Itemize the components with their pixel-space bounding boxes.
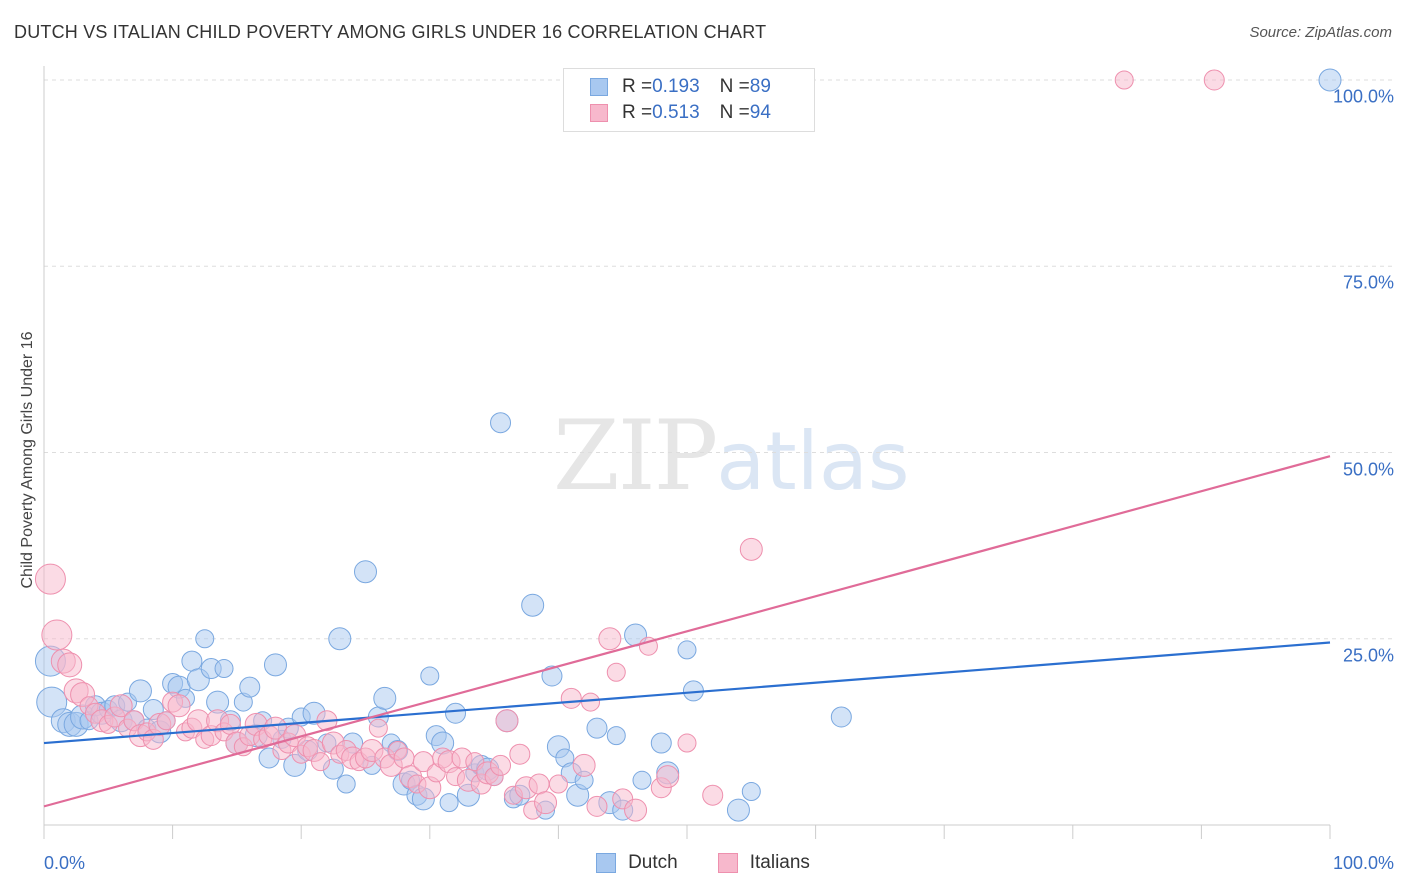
gridlines bbox=[44, 79, 1395, 640]
italians-point bbox=[41, 619, 73, 651]
dutch-point bbox=[521, 593, 545, 617]
italians-point bbox=[490, 754, 512, 776]
dutch-point bbox=[741, 781, 761, 801]
dutch-legend-label: Dutch bbox=[628, 852, 678, 873]
italians-point bbox=[624, 798, 648, 822]
italians-point bbox=[548, 774, 568, 794]
dutch-n-value: 89 bbox=[749, 76, 771, 97]
italians-legend-label: Italians bbox=[749, 852, 810, 873]
dutch-point bbox=[373, 686, 397, 710]
italians-legend-swatch bbox=[717, 853, 738, 873]
dutch-point bbox=[541, 665, 563, 687]
dutch-point bbox=[263, 653, 287, 677]
italians-point bbox=[167, 694, 191, 718]
dutch-points bbox=[34, 68, 1342, 822]
dutch-point bbox=[128, 679, 152, 703]
y-tick-label: 50.0% bbox=[1342, 459, 1394, 479]
italians-point bbox=[677, 733, 697, 753]
dutch-point bbox=[420, 666, 440, 686]
italians-n-value: 94 bbox=[749, 102, 771, 123]
italians-point bbox=[109, 694, 133, 718]
italians-point bbox=[393, 747, 415, 769]
dutch-point bbox=[632, 770, 652, 790]
italians-r-value: 0.513 bbox=[652, 102, 700, 123]
y-tick-label: 100.0% bbox=[1332, 86, 1394, 107]
dutch-point bbox=[586, 717, 608, 739]
italians-point bbox=[606, 662, 626, 682]
dutch-point bbox=[336, 774, 356, 794]
italians-point bbox=[34, 563, 66, 595]
italians-point bbox=[702, 784, 724, 806]
italians-point bbox=[368, 718, 388, 738]
italians-point bbox=[156, 711, 176, 731]
dutch-point bbox=[328, 627, 352, 651]
italians-swatch bbox=[590, 104, 608, 122]
x-tick-label: 0.0% bbox=[44, 853, 86, 873]
dutch-point bbox=[1318, 68, 1342, 92]
y-tick-label: 75.0% bbox=[1342, 272, 1394, 293]
legend-item-italians[interactable]: Italians bbox=[717, 852, 810, 874]
dutch-point bbox=[239, 676, 261, 698]
dutch-point bbox=[439, 793, 459, 813]
dutch-point bbox=[830, 706, 852, 728]
dutch-point bbox=[650, 732, 672, 754]
italians-point bbox=[581, 692, 601, 712]
dutch-legend-swatch bbox=[596, 853, 617, 873]
zipatlas-watermark: ZIPatlas bbox=[553, 400, 910, 512]
italians-point bbox=[310, 752, 330, 772]
x-tick-label: 100.0% bbox=[1332, 853, 1394, 873]
italians-r-label: R = bbox=[622, 102, 653, 123]
dutch-point bbox=[677, 640, 697, 660]
dutch-point bbox=[181, 650, 203, 672]
italians-point bbox=[219, 713, 241, 735]
correlation-legend: R = 0.193 N = 89 R = 0.513 N = 94 bbox=[563, 68, 815, 132]
dutch-point bbox=[490, 412, 512, 434]
italians-point bbox=[534, 791, 558, 815]
dutch-r-label: R = bbox=[622, 76, 653, 97]
dutch-n-label: N = bbox=[719, 76, 750, 97]
dutch-r-value: 0.193 bbox=[652, 76, 700, 97]
italians-trend-line bbox=[43, 455, 1331, 808]
italians-point bbox=[739, 537, 763, 561]
italians-point bbox=[656, 765, 680, 789]
italians-point bbox=[560, 687, 582, 709]
dutch-point bbox=[354, 560, 377, 584]
legend-row-dutch: R = 0.193 N = 89 bbox=[590, 75, 771, 99]
italians-n-label: N = bbox=[719, 102, 750, 123]
source-credit: Source: ZipAtlas.com bbox=[1249, 24, 1392, 41]
y-tick-label: 25.0% bbox=[1342, 645, 1394, 666]
dutch-point bbox=[606, 726, 626, 746]
italians-point bbox=[572, 753, 596, 777]
italians-point bbox=[1203, 69, 1225, 91]
italians-point bbox=[1114, 70, 1134, 90]
dutch-point bbox=[195, 629, 215, 649]
dutch-swatch bbox=[590, 78, 608, 96]
dutch-point bbox=[445, 702, 467, 724]
italians-point bbox=[495, 709, 519, 733]
trend-lines bbox=[43, 455, 1331, 808]
legend-item-dutch[interactable]: Dutch bbox=[596, 852, 678, 874]
dutch-trend-line bbox=[43, 641, 1331, 745]
italians-point bbox=[509, 743, 531, 765]
legend-row-italians: R = 0.513 N = 94 bbox=[590, 101, 771, 125]
italians-point bbox=[57, 652, 83, 678]
series-legend: Dutch Italians bbox=[0, 852, 1406, 874]
italians-point bbox=[586, 795, 608, 817]
chart-title: DUTCH VS ITALIAN CHILD POVERTY AMONG GIR… bbox=[14, 22, 767, 42]
italians-point bbox=[528, 773, 550, 795]
italians-point bbox=[598, 627, 622, 651]
dutch-point bbox=[726, 798, 750, 822]
dutch-point bbox=[214, 659, 234, 679]
